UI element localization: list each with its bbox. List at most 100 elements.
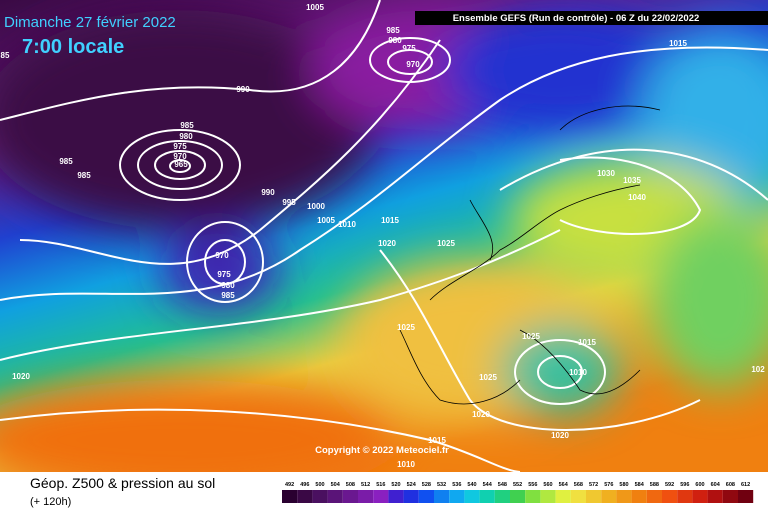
isobar-label: 1015 bbox=[669, 39, 687, 48]
legend-label: 592 bbox=[665, 482, 674, 488]
isobar-label: 1020 bbox=[472, 410, 490, 419]
copyright: Copyright © 2022 Meteociel.fr bbox=[315, 445, 449, 456]
isobar-label: 1030 bbox=[597, 169, 615, 178]
legend-swatch bbox=[525, 490, 541, 503]
legend-label: 532 bbox=[437, 482, 446, 488]
legend-swatch bbox=[373, 490, 389, 503]
isobar-label: 1015 bbox=[381, 216, 399, 225]
isobar-label: 85 bbox=[1, 51, 10, 60]
legend-label: 568 bbox=[574, 482, 583, 488]
isobar-label: 980 bbox=[221, 281, 235, 290]
legend-swatch bbox=[510, 490, 526, 503]
legend-swatch bbox=[312, 490, 328, 503]
legend-swatch bbox=[677, 490, 693, 503]
coastlines bbox=[399, 105, 661, 405]
legend-swatch bbox=[707, 490, 723, 503]
legend-label: 504 bbox=[331, 482, 341, 488]
legend-label: 576 bbox=[604, 482, 613, 488]
isobar-label: 975 bbox=[402, 44, 416, 53]
isobar-label: 970 bbox=[215, 251, 229, 260]
legend-swatch bbox=[403, 490, 419, 503]
isobar-label: 1000 bbox=[307, 202, 325, 211]
isobar-label: 995 bbox=[282, 198, 296, 207]
legend-swatch bbox=[297, 490, 313, 503]
local-time: 7:00 locale bbox=[22, 36, 124, 58]
legend-swatch bbox=[342, 490, 358, 503]
legend-swatch bbox=[601, 490, 617, 503]
legend-label: 524 bbox=[407, 482, 417, 488]
isobar-label: 970 bbox=[406, 60, 420, 69]
legend-label: 556 bbox=[528, 482, 537, 488]
isobar-label: 1010 bbox=[338, 220, 356, 229]
isobar-label: 1025 bbox=[522, 332, 540, 341]
isobar-label: 990 bbox=[236, 85, 250, 94]
legend-label: 588 bbox=[650, 482, 659, 488]
legend-label: 572 bbox=[589, 482, 598, 488]
legend-swatch bbox=[586, 490, 602, 503]
isobar-label: 985 bbox=[180, 121, 194, 130]
isobar-label: 1025 bbox=[437, 239, 455, 248]
legend-label: 500 bbox=[315, 482, 324, 488]
legend-label: 612 bbox=[741, 482, 750, 488]
legend-label: 584 bbox=[635, 482, 645, 488]
legend-swatch bbox=[692, 490, 708, 503]
header-bar bbox=[415, 11, 768, 25]
isobar-label: 1010 bbox=[397, 460, 415, 469]
legend-label: 604 bbox=[711, 482, 721, 488]
legend-swatch bbox=[418, 490, 434, 503]
isobar-label: 1015 bbox=[578, 338, 596, 347]
footer-title: Géop. Z500 & pression au sol bbox=[30, 475, 215, 491]
isobar-label: 985 bbox=[386, 26, 400, 35]
legend-label: 536 bbox=[452, 482, 461, 488]
legend-label: 508 bbox=[346, 482, 355, 488]
isobar-label: 1035 bbox=[623, 176, 641, 185]
isobar-label: 1005 bbox=[317, 216, 335, 225]
isobar-label: 1010 bbox=[569, 368, 587, 377]
isobar-label: 985 bbox=[221, 291, 235, 300]
isobar-label: 965 bbox=[174, 160, 188, 169]
isobar-label: 1020 bbox=[378, 239, 396, 248]
legend-label: 528 bbox=[422, 482, 431, 488]
legend-swatch bbox=[631, 490, 647, 503]
legend-swatch bbox=[464, 490, 480, 503]
legend-label: 552 bbox=[513, 482, 522, 488]
legend-swatch bbox=[388, 490, 404, 503]
run-info: Ensemble GEFS (Run de contrôle) - 06 Z d… bbox=[453, 13, 700, 24]
legend-label: 560 bbox=[543, 482, 552, 488]
isobar-label: 1015 bbox=[428, 436, 446, 445]
legend-label: 520 bbox=[391, 482, 400, 488]
legend-swatch bbox=[282, 490, 298, 503]
isobar-labels: 1005985980975970101585990985980975970965… bbox=[1, 3, 766, 469]
isobar-label: 1025 bbox=[397, 323, 415, 332]
legend-swatch bbox=[616, 490, 632, 503]
legend-label: 492 bbox=[285, 482, 294, 488]
legend-label: 540 bbox=[467, 482, 476, 488]
isobar-label: 975 bbox=[217, 270, 231, 279]
legend-label: 608 bbox=[726, 482, 735, 488]
isobar-label: 1005 bbox=[306, 3, 324, 12]
isobar-label: 1040 bbox=[628, 193, 646, 202]
legend-label: 564 bbox=[559, 482, 569, 488]
legend-swatch bbox=[738, 490, 754, 503]
isobar-label: 985 bbox=[59, 157, 73, 166]
legend-swatch bbox=[479, 490, 495, 503]
legend-swatch bbox=[494, 490, 510, 503]
legend: 492 496 500 504 508 512 516 520 524 528 532 536 540 5… bbox=[282, 482, 754, 503]
legend-swatch bbox=[449, 490, 465, 503]
legend-swatch bbox=[327, 490, 343, 503]
legend-swatch bbox=[555, 490, 571, 503]
legend-swatch bbox=[540, 490, 556, 503]
legend-swatch bbox=[570, 490, 586, 503]
legend-swatch bbox=[646, 490, 662, 503]
legend-label: 596 bbox=[680, 482, 689, 488]
legend-label: 516 bbox=[376, 482, 385, 488]
legend-label: 548 bbox=[498, 482, 507, 488]
legend-label: 496 bbox=[300, 482, 309, 488]
isobar-label: 985 bbox=[77, 171, 91, 180]
legend-label: 600 bbox=[695, 482, 704, 488]
isobars bbox=[0, 0, 768, 472]
date: Dimanche 27 février 2022 bbox=[4, 14, 176, 31]
isobar-label: 990 bbox=[261, 188, 275, 197]
footer-lead: (+ 120h) bbox=[30, 496, 71, 508]
